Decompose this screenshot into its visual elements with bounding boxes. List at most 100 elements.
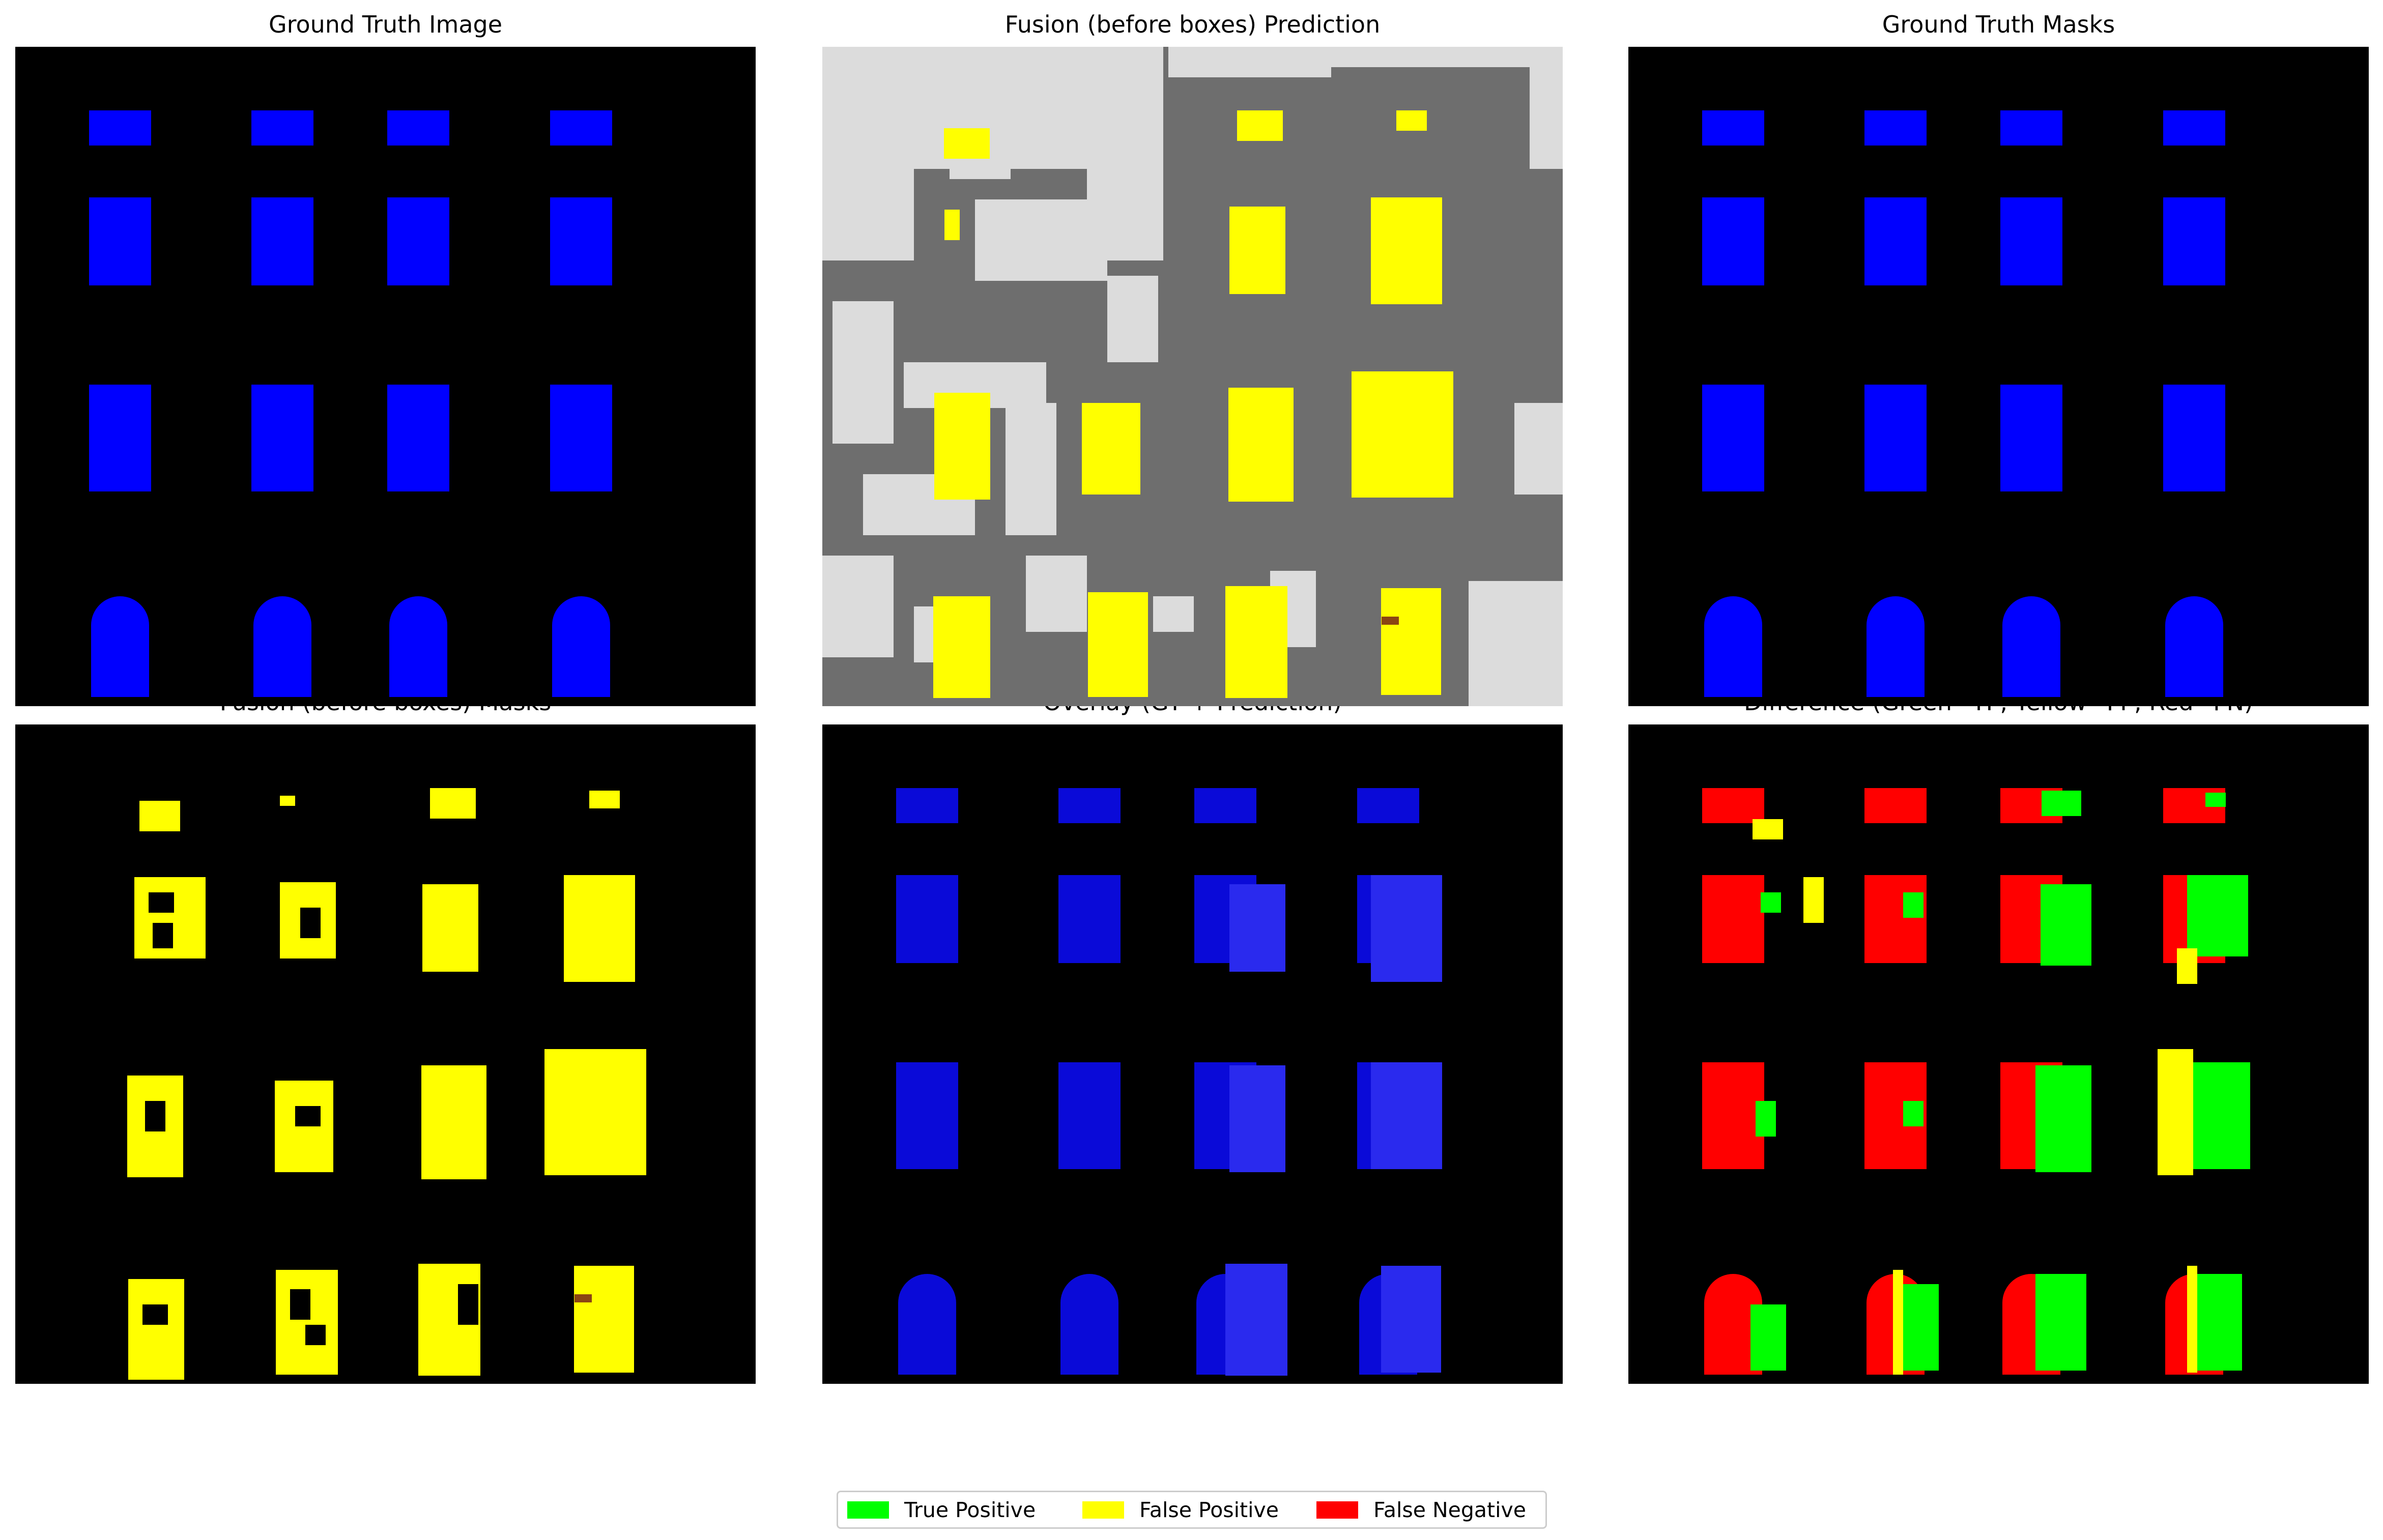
gt-image-window-r1-c1	[251, 197, 313, 285]
pred-window-8	[934, 393, 990, 500]
gt-image-window-r1-c2	[387, 197, 449, 285]
overlay-window-arch-c1	[1060, 1274, 1118, 1375]
gt-image-window-r0-c2	[387, 110, 449, 146]
mask-window-2	[430, 788, 476, 819]
pred-light-region-8	[822, 556, 894, 657]
gt-image-window-r1-c0	[89, 197, 151, 285]
diff-fp-2	[2158, 1049, 2193, 1175]
overlay-highlight-1	[1371, 875, 1442, 982]
gt-mask-window-r1-c1	[1864, 197, 1927, 285]
gt-image-window-r0-c0	[89, 110, 151, 146]
diff-tp-10	[1761, 892, 1781, 913]
mask-window-7	[564, 875, 635, 982]
gt-mask-window-r1-c0	[1702, 197, 1764, 285]
fusion-prediction-canvas	[822, 47, 1563, 706]
legend-item-false-positive: False Positive	[1082, 1492, 1279, 1527]
overlay-window-r0-c0	[896, 788, 958, 823]
mask-hole-7	[305, 1325, 326, 1345]
pred-window-5	[1371, 197, 1442, 304]
pred-window-11	[1088, 592, 1148, 697]
diff-fp-0	[1753, 819, 1783, 839]
panel-title-gt-image: Ground Truth Image	[268, 11, 503, 38]
mask-window-1	[280, 796, 295, 806]
mask-window-6	[422, 884, 478, 972]
mask-window-11	[544, 1049, 646, 1175]
gt-mask-window-arch-c1	[1867, 596, 1925, 697]
diff-fp-4	[2187, 1266, 2197, 1373]
fusion-prediction-panel	[822, 47, 1563, 706]
mask-hole-5	[142, 1304, 168, 1325]
gt-mask-window-r1-c3	[2163, 197, 2225, 285]
legend-label: True Positive	[904, 1497, 1036, 1522]
legend-swatch-false-negative	[1316, 1501, 1358, 1519]
overlay-highlight-0	[1229, 884, 1285, 972]
diff-fn-window-r0-c0	[1702, 788, 1764, 823]
diff-tp-5	[2193, 1062, 2250, 1169]
fusion-masks-panel	[15, 724, 756, 1384]
panel-title-fusion-prediction: Fusion (before boxes) Prediction	[1004, 11, 1381, 38]
mask-hole-2	[300, 908, 321, 938]
legend-item-true-positive: True Positive	[847, 1492, 1036, 1527]
legend-swatch-false-positive	[1082, 1501, 1124, 1519]
overlay-window-r0-c1	[1058, 788, 1121, 823]
pred-window-9	[1082, 403, 1140, 495]
gt-image-window-r2-c0	[89, 385, 151, 491]
gt-mask-window-arch-c3	[2165, 596, 2223, 697]
mask-window-13	[276, 1270, 338, 1375]
diff-fn-window-r1-c1	[1864, 875, 1927, 963]
diff-tp-3	[2187, 875, 2248, 956]
pred-light-region-11	[1280, 47, 1563, 67]
gt-masks-canvas	[1702, 110, 2225, 697]
gt-image-window-r1-c3	[550, 197, 612, 285]
pred-window-0	[944, 128, 990, 159]
gt-image-window-r2-c3	[550, 385, 612, 491]
gt-mask-window-arch-c2	[2002, 596, 2060, 697]
mask-brown-patch	[575, 1294, 592, 1302]
gt-mask-window-arch-c0	[1704, 596, 1762, 697]
gt-mask-window-r0-c0	[1702, 110, 1764, 146]
mask-hole-6	[290, 1289, 310, 1320]
pred-light-region-14	[1469, 581, 1563, 706]
diff-tp-0	[2042, 791, 2081, 816]
mask-window-0	[139, 801, 180, 831]
diff-tp-2	[2041, 884, 2091, 966]
gt-mask-window-r2-c2	[2000, 385, 2062, 491]
pred-light-region-3	[1087, 47, 1163, 260]
gt-mask-window-r2-c1	[1864, 385, 1927, 491]
legend-label: False Negative	[1373, 1497, 1526, 1522]
diff-tp-1	[2205, 793, 2226, 807]
diff-tp-11	[1903, 892, 1923, 918]
panel-title-gt-masks: Ground Truth Masks	[1882, 11, 2115, 38]
pred-window-7	[1352, 371, 1453, 498]
pred-light-region-1	[822, 169, 914, 260]
mask-window-10	[421, 1065, 486, 1179]
gt-mask-window-r2-c0	[1702, 385, 1764, 491]
gt-mask-window-r0-c3	[2163, 110, 2225, 146]
diff-fp-1	[2177, 948, 2197, 984]
pred-window-2	[1237, 110, 1283, 141]
diff-tp-8	[1750, 1304, 1786, 1371]
overlay-window-r2-c0	[896, 1062, 958, 1169]
pred-window-4	[1229, 207, 1285, 294]
difference-panel	[1628, 724, 2369, 1384]
mask-hole-4	[295, 1106, 321, 1126]
pred-window-6	[1228, 388, 1294, 502]
pred-window-12	[1225, 586, 1287, 698]
legend-label: False Positive	[1139, 1497, 1279, 1522]
pred-window-1	[944, 210, 960, 240]
gt-image-window-arch-c3	[552, 596, 610, 697]
pred-window-10	[933, 596, 990, 698]
fusion-masks-canvas	[127, 788, 646, 1380]
diff-fn-window-arch-c0	[1704, 1274, 1762, 1375]
overlay-window-r1-c0	[896, 875, 958, 963]
legend: True Positive False Positive False Negat…	[837, 1491, 1547, 1529]
overlay-canvas	[896, 788, 1442, 1376]
pred-window-13	[1381, 588, 1441, 695]
gt-image-window-arch-c2	[389, 596, 447, 697]
gt-image-window-r2-c1	[251, 385, 313, 491]
pred-window-3	[1396, 110, 1427, 131]
overlay-window-r2-c1	[1058, 1062, 1121, 1169]
gt-image-window-arch-c1	[253, 596, 311, 697]
diff-tp-9	[1898, 1284, 1939, 1371]
diff-fn-window-r1-c0	[1702, 875, 1764, 963]
